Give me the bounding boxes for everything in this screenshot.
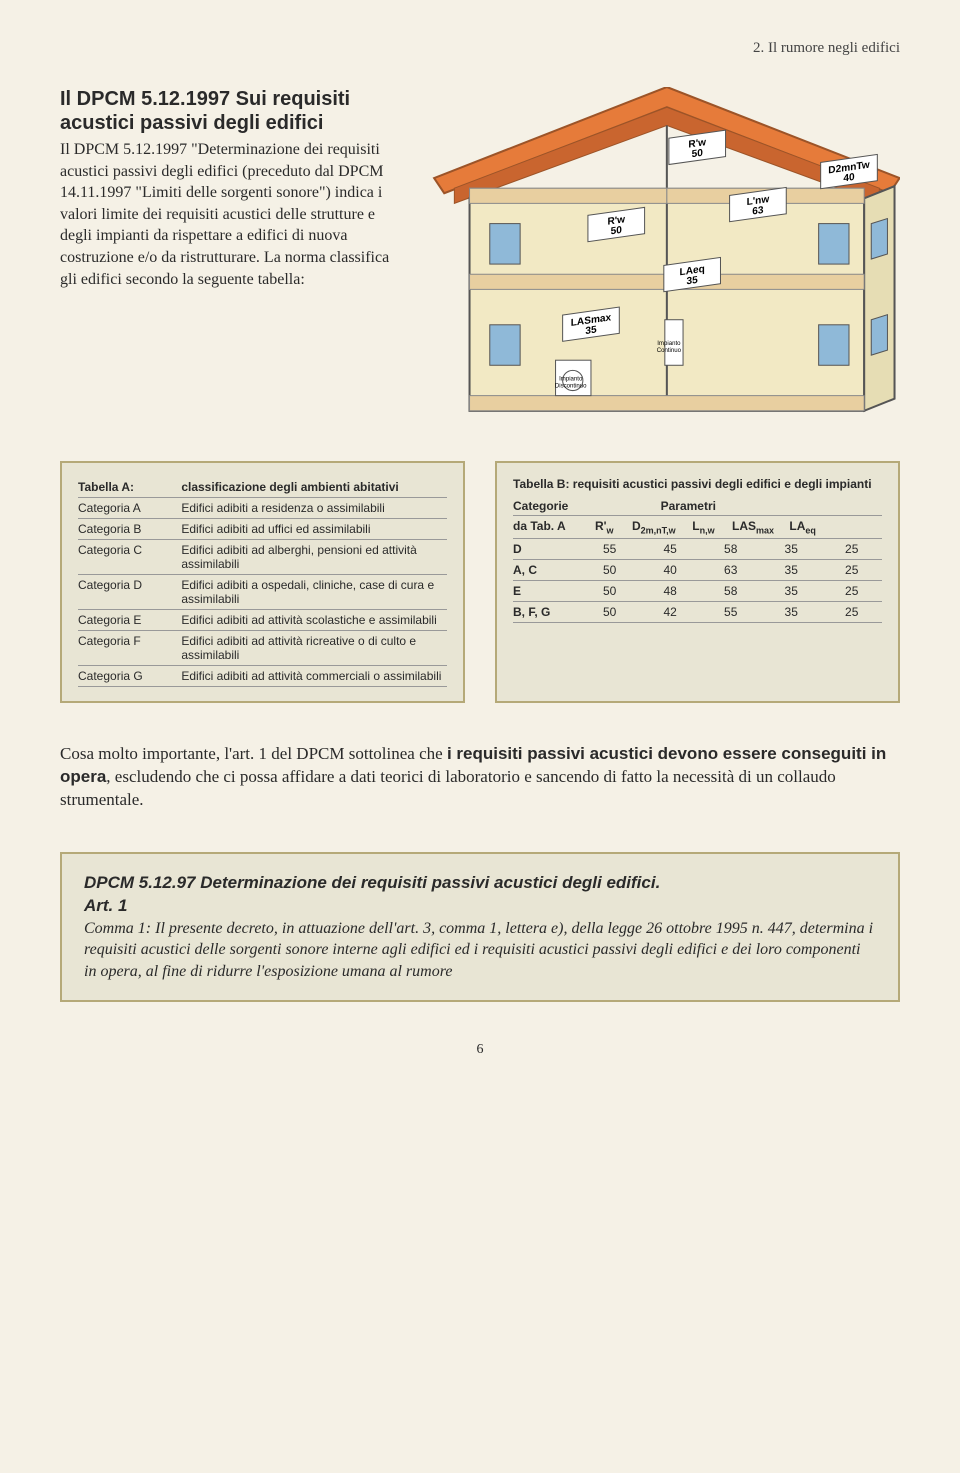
table-b-cell: B, F, G <box>513 605 579 619</box>
diagram-device-label: ImpiantoDiscontinuo <box>555 376 587 389</box>
table-b-head-cat: Categorie <box>513 499 661 513</box>
table-a-row: Categoria AEdifici adibiti a residenza o… <box>78 498 447 519</box>
table-a-header-c2: classificazione degli ambienti abitativi <box>181 480 447 494</box>
table-b-col-head: R'w <box>579 519 629 535</box>
table-b-col-head: D2m,nT,w <box>629 519 679 535</box>
table-b-cell: 58 <box>700 542 761 556</box>
table-b-row: A, C5040633525 <box>513 560 882 581</box>
table-b-cell: 25 <box>821 605 882 619</box>
table-a-row: Categoria FEdifici adibiti ad attività r… <box>78 631 447 666</box>
table-a-row: Categoria BEdifici adibiti ad uffici ed … <box>78 519 447 540</box>
table-b-col0: da Tab. A <box>513 519 579 535</box>
table-a-cell: Categoria F <box>78 634 181 662</box>
intro-text: Il DPCM 5.12.1997 "Determinazione dei re… <box>60 139 404 290</box>
table-b-cell: 40 <box>640 563 701 577</box>
table-b-cell: 25 <box>821 542 882 556</box>
table-b-cell: 42 <box>640 605 701 619</box>
table-a-cell: Categoria D <box>78 578 181 606</box>
table-b-cell: A, C <box>513 563 579 577</box>
table-b-title: Tabella B: requisiti acustici passivi de… <box>513 477 882 491</box>
intro-section: Il DPCM 5.12.1997 Sui requisiti acustici… <box>60 87 900 421</box>
chapter-label: 2. Il rumore negli edifici <box>60 40 900 57</box>
table-a-row: Categoria EEdifici adibiti ad attività s… <box>78 610 447 631</box>
table-b-col-head: Ln,w <box>679 519 729 535</box>
table-a-cell: Edifici adibiti ad alberghi, pensioni ed… <box>181 543 447 571</box>
table-b-cell: 25 <box>821 563 882 577</box>
table-b-head-par: Parametri <box>661 499 882 513</box>
table-a-cell: Edifici adibiti a residenza o assimilabi… <box>181 501 447 515</box>
table-a-cell: Edifici adibiti a ospedali, cliniche, ca… <box>181 578 447 606</box>
table-b-cell: 45 <box>640 542 701 556</box>
page-number: 6 <box>60 1042 900 1058</box>
table-a-cell: Categoria C <box>78 543 181 571</box>
table-a-cell: Categoria A <box>78 501 181 515</box>
law-title: DPCM 5.12.97 Determinazione dei requisit… <box>84 872 876 895</box>
body-para-post: , escludendo che ci possa affidare a dat… <box>60 767 836 809</box>
table-b-col-head: LAeq <box>778 519 828 535</box>
table-b-cell: 50 <box>579 563 640 577</box>
table-b-cell: 35 <box>761 584 822 598</box>
table-b: Tabella B: requisiti acustici passivi de… <box>495 461 900 703</box>
table-a-cell: Edifici adibiti ad attività scolastiche … <box>181 613 447 627</box>
table-b-row: B, F, G5042553525 <box>513 602 882 623</box>
table-b-cell: 58 <box>700 584 761 598</box>
table-a-row: Categoria CEdifici adibiti ad alberghi, … <box>78 540 447 575</box>
law-box: DPCM 5.12.97 Determinazione dei requisit… <box>60 852 900 1003</box>
house-diagram: R'w50R'w50L'nw63D2mnTw40LASmax35LAeq35Im… <box>424 87 900 421</box>
table-b-cell: 35 <box>761 563 822 577</box>
table-a-cell: Categoria B <box>78 522 181 536</box>
table-b-cell: 63 <box>700 563 761 577</box>
table-a-row: Categoria GEdifici adibiti ad attività c… <box>78 666 447 687</box>
table-b-row: E5048583525 <box>513 581 882 602</box>
table-b-cell: 35 <box>761 605 822 619</box>
table-a-cell: Edifici adibiti ad attività ricreative o… <box>181 634 447 662</box>
table-a-row: Categoria DEdifici adibiti a ospedali, c… <box>78 575 447 610</box>
body-para-pre: Cosa molto importante, l'art. 1 del DPCM… <box>60 744 447 763</box>
body-paragraph: Cosa molto importante, l'art. 1 del DPCM… <box>60 743 900 812</box>
table-b-cell: D <box>513 542 579 556</box>
table-b-col-head: LASmax <box>728 519 778 535</box>
diagram-device-label: ImpiantoContinuo <box>657 341 682 354</box>
table-a-cell: Edifici adibiti ad attività commerciali … <box>181 669 447 683</box>
table-b-cell: 35 <box>761 542 822 556</box>
page-heading: Il DPCM 5.12.1997 Sui requisiti acustici… <box>60 87 404 135</box>
table-b-cell: 50 <box>579 605 640 619</box>
table-a: Tabella A: classificazione degli ambient… <box>60 461 465 703</box>
table-b-cell: 55 <box>700 605 761 619</box>
table-a-cell: Categoria E <box>78 613 181 627</box>
law-body: Comma 1: Il presente decreto, in attuazi… <box>84 918 876 983</box>
table-b-cell: E <box>513 584 579 598</box>
table-a-header-c1: Tabella A: <box>78 480 181 494</box>
tables-row: Tabella A: classificazione degli ambient… <box>60 461 900 703</box>
table-b-cell: 55 <box>579 542 640 556</box>
law-art: Art. 1 <box>84 895 876 918</box>
table-b-cell: 50 <box>579 584 640 598</box>
table-b-cell: 48 <box>640 584 701 598</box>
table-b-cell: 25 <box>821 584 882 598</box>
table-a-cell: Categoria G <box>78 669 181 683</box>
table-a-cell: Edifici adibiti ad uffici ed assimilabil… <box>181 522 447 536</box>
table-b-row: D5545583525 <box>513 539 882 560</box>
